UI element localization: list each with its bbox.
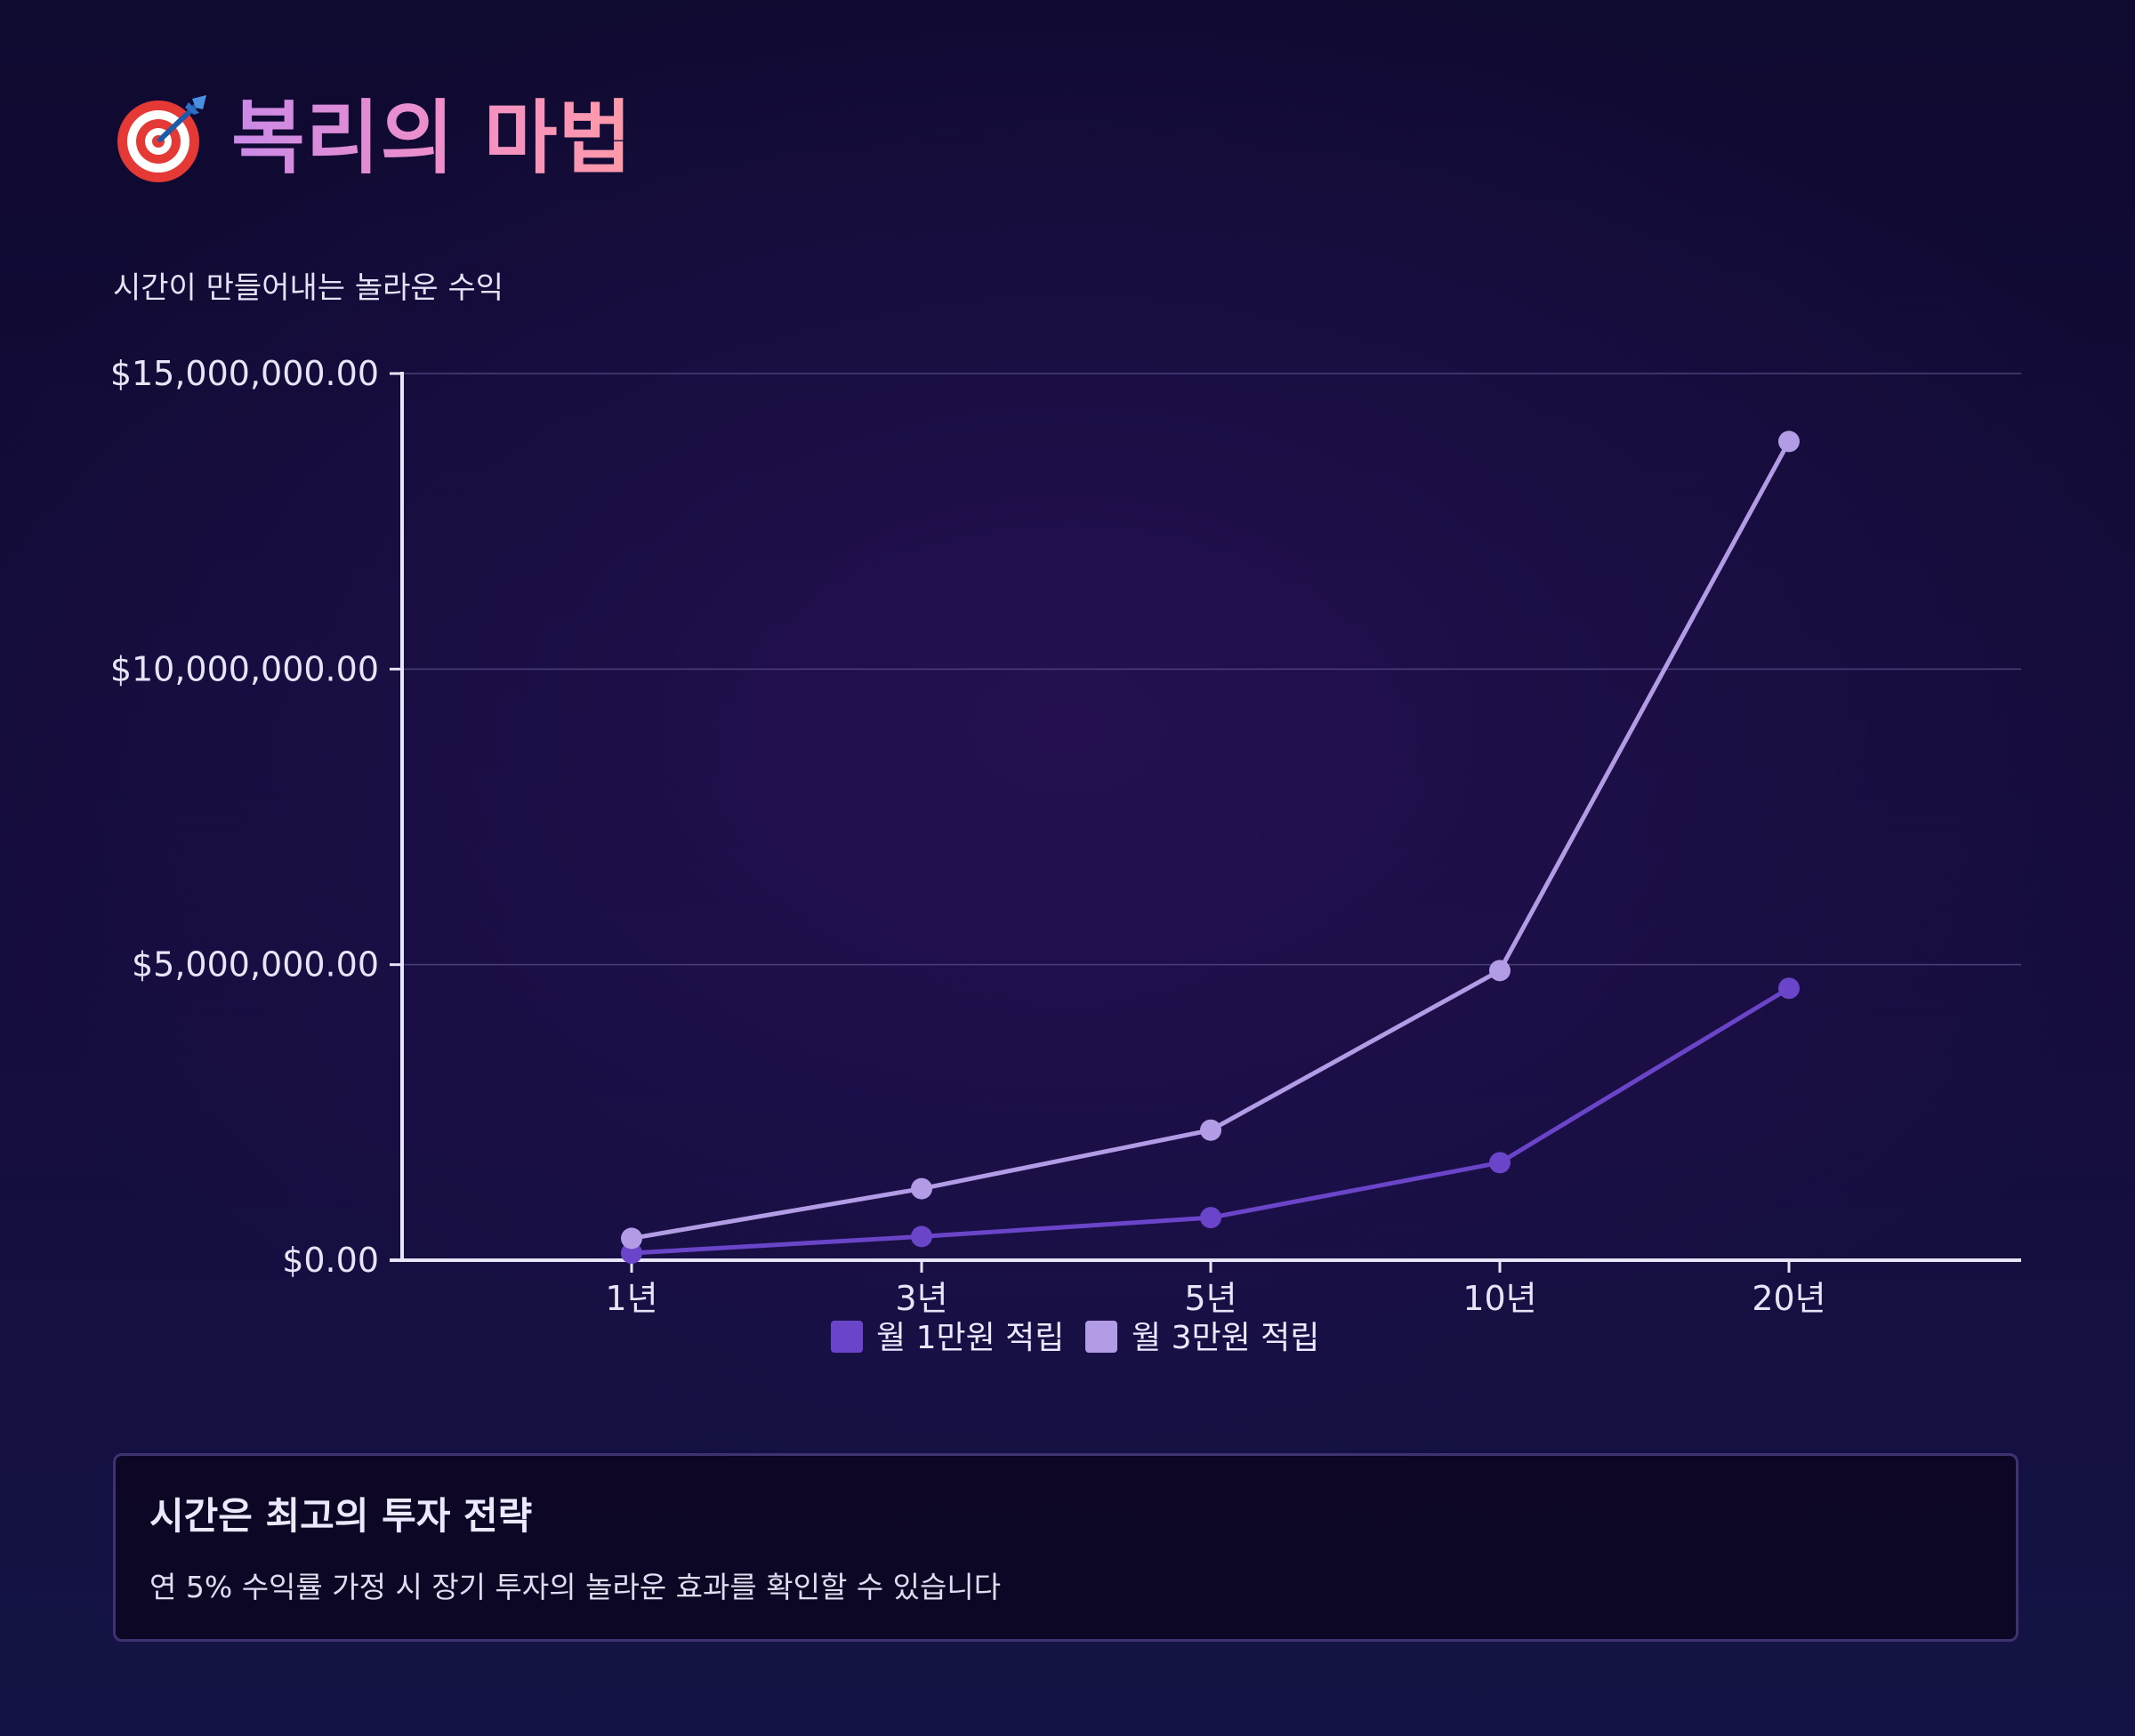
data-point[interactable] bbox=[1489, 1152, 1511, 1174]
x-tick-label: 1년 bbox=[605, 1279, 657, 1318]
data-point[interactable] bbox=[1200, 1119, 1221, 1141]
legend-label[interactable]: 월 1만원 적립 bbox=[876, 1320, 1064, 1356]
y-tick-label: $10,000,000.00 bbox=[110, 649, 379, 688]
info-title: 시간은 최고의 투자 전략 bbox=[149, 1494, 533, 1538]
data-point[interactable] bbox=[621, 1242, 642, 1265]
chart-legend[interactable]: 월 1만원 적립 월 3만원 적립 bbox=[831, 1320, 1319, 1356]
data-point[interactable] bbox=[1778, 977, 1800, 1000]
line-chart: $0.00 $5,000,000.00 $10,000,000.00 $15,000,… bbox=[110, 354, 2021, 1356]
axes bbox=[390, 372, 2021, 1273]
data-point[interactable] bbox=[1200, 1207, 1221, 1229]
chart-subtitle: 시간이 만들어내는 놀라운 수익 bbox=[113, 270, 504, 306]
page-header: 복리의 마법 bbox=[114, 85, 632, 192]
x-tick-label: 3년 bbox=[895, 1279, 947, 1318]
tick-labels: $0.00 $5,000,000.00 $10,000,000.00 $15,000,… bbox=[110, 354, 1826, 1318]
data-point[interactable] bbox=[911, 1226, 932, 1248]
legend-swatch[interactable] bbox=[831, 1321, 863, 1353]
legend-label[interactable]: 월 3만원 적립 bbox=[1132, 1320, 1319, 1356]
y-tick-label: $15,000,000.00 bbox=[110, 354, 379, 393]
info-description: 연 5% 수익률 가정 시 장기 투자의 놀라운 효과를 확인할 수 있습니다 bbox=[149, 1570, 1002, 1604]
target-dart-icon bbox=[117, 95, 206, 182]
data-points bbox=[621, 430, 1800, 1265]
data-point[interactable] bbox=[911, 1177, 932, 1200]
series-line-2 bbox=[631, 440, 1792, 1241]
data-point[interactable] bbox=[621, 1227, 642, 1250]
x-tick-label: 10년 bbox=[1462, 1279, 1536, 1318]
x-tick-label: 5년 bbox=[1184, 1279, 1237, 1318]
data-point[interactable] bbox=[1778, 430, 1800, 453]
y-tick-label: $5,000,000.00 bbox=[132, 945, 379, 985]
legend-swatch[interactable] bbox=[1085, 1321, 1117, 1353]
data-point[interactable] bbox=[1489, 960, 1511, 982]
grid-lines bbox=[402, 373, 2021, 966]
x-tick-label: 20년 bbox=[1752, 1279, 1825, 1318]
info-card: 시간은 최고의 투자 전략 연 5% 수익률 가정 시 장기 투자의 놀라운 효… bbox=[113, 1453, 2018, 1642]
page-title: 복리의 마법 bbox=[231, 85, 632, 192]
y-tick-label: $0.00 bbox=[282, 1241, 379, 1280]
